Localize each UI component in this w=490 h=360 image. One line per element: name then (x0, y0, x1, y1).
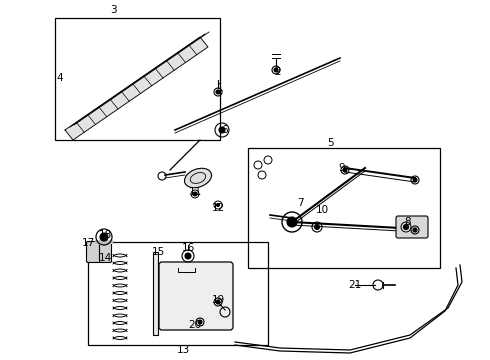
Circle shape (185, 253, 191, 259)
Text: 3: 3 (110, 5, 116, 15)
Circle shape (413, 178, 417, 182)
Polygon shape (65, 37, 208, 140)
Circle shape (315, 225, 319, 230)
Circle shape (193, 192, 197, 196)
FancyBboxPatch shape (87, 242, 112, 262)
Text: 14: 14 (98, 253, 112, 263)
Text: 1: 1 (217, 83, 223, 93)
Circle shape (216, 300, 220, 304)
FancyBboxPatch shape (159, 262, 233, 330)
Text: 4: 4 (57, 73, 63, 83)
Circle shape (287, 217, 297, 227)
Circle shape (198, 320, 202, 324)
Text: 15: 15 (151, 247, 165, 257)
Text: 18: 18 (98, 230, 112, 240)
Text: 19: 19 (211, 295, 224, 305)
Text: 5: 5 (327, 138, 333, 148)
Bar (248, 148, 440, 268)
Bar (88, 242, 268, 345)
Text: 13: 13 (176, 345, 190, 355)
Bar (55, 18, 220, 140)
Circle shape (403, 225, 409, 230)
Text: 10: 10 (316, 205, 329, 215)
Text: 2: 2 (275, 67, 281, 77)
Circle shape (217, 203, 220, 207)
Text: 8: 8 (405, 217, 411, 227)
Text: 7: 7 (296, 198, 303, 208)
Circle shape (343, 168, 347, 172)
Ellipse shape (185, 168, 212, 188)
FancyBboxPatch shape (396, 216, 428, 238)
Text: 12: 12 (211, 203, 224, 213)
Circle shape (216, 90, 220, 94)
Circle shape (219, 127, 225, 133)
Text: 9: 9 (339, 163, 345, 173)
Text: 17: 17 (81, 238, 95, 248)
Circle shape (100, 233, 108, 241)
Text: 6: 6 (221, 125, 228, 135)
Text: 21: 21 (348, 280, 362, 290)
Circle shape (413, 228, 417, 232)
Polygon shape (95, 240, 112, 243)
Text: 16: 16 (181, 243, 195, 253)
Text: 11: 11 (188, 187, 201, 197)
Circle shape (274, 68, 278, 72)
Text: 20: 20 (189, 320, 201, 330)
Bar (153, 252, 158, 335)
